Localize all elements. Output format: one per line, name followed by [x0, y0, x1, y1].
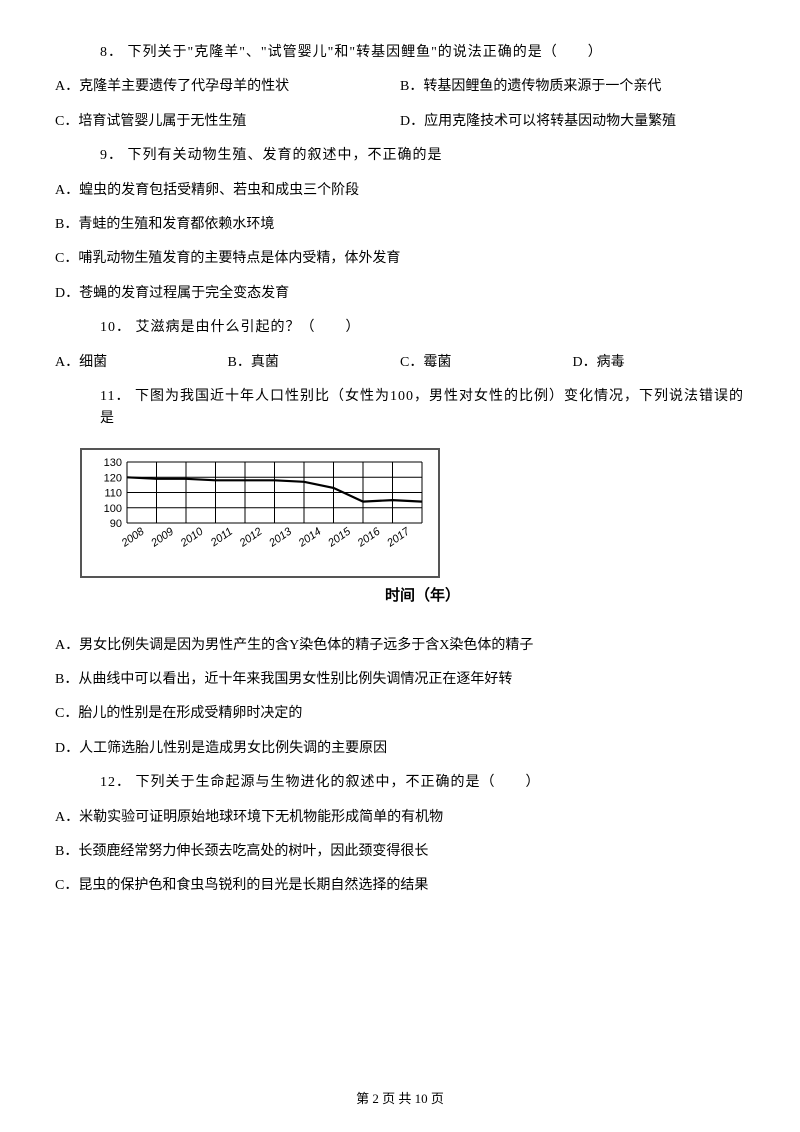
- svg-text:2012: 2012: [237, 525, 265, 549]
- q9-num: 9．: [100, 148, 123, 163]
- q8-row1: A．克隆羊主要遗传了代孕母羊的性状 B．转基因鲤鱼的遗传物质来源于一个亲代: [55, 76, 745, 98]
- q9-opt-d: D．苍蝇的发育过程属于完全变态发育: [55, 283, 745, 305]
- q10-opt-c: C．霉菌: [400, 352, 573, 374]
- q9-stem: 下列有关动物生殖、发育的叙述中，不正确的是: [128, 148, 443, 163]
- q9-opt-a: A．蝗虫的发育包括受精卵、若虫和成虫三个阶段: [55, 180, 745, 202]
- q11-num: 11．: [100, 389, 130, 404]
- q10-text: 10． 艾滋病是由什么引起的？（ ）: [55, 317, 745, 339]
- q11-opt-a: A．男女比例失调是因为男性产生的含Y染色体的精子远多于含X染色体的精子: [55, 635, 745, 657]
- q8-opt-b: B．转基因鲤鱼的遗传物质来源于一个亲代: [400, 76, 745, 98]
- svg-text:2016: 2016: [355, 525, 383, 550]
- q9-text: 9． 下列有关动物生殖、发育的叙述中，不正确的是: [55, 145, 745, 167]
- q8-text: 8． 下列关于"克隆羊"、"试管婴儿"和"转基因鲤鱼"的说法正确的是（ ）: [55, 42, 745, 64]
- q10-opt-b: B．真菌: [228, 352, 401, 374]
- q11-stem: 下图为我国近十年人口性别比（女性为100，男性对女性的比例）变化情况，下列说法错…: [100, 389, 744, 426]
- q10-row: A．细菌 B．真菌 C．霉菌 D．病毒: [55, 352, 745, 374]
- svg-text:120: 120: [104, 472, 122, 484]
- q11-opt-c: C．胎儿的性别是在形成受精卵时决定的: [55, 703, 745, 725]
- svg-text:2011: 2011: [208, 525, 235, 549]
- q8-opt-a: A．克隆羊主要遗传了代孕母羊的性状: [55, 76, 400, 98]
- svg-text:2013: 2013: [266, 525, 294, 550]
- q11-chart-caption: 时间（年）: [80, 584, 460, 608]
- q11-text: 11． 下图为我国近十年人口性别比（女性为100，男性对女性的比例）变化情况，下…: [55, 386, 745, 431]
- q8-opt-c: C．培育试管婴儿属于无性生殖: [55, 111, 400, 133]
- svg-text:130: 130: [104, 458, 122, 469]
- svg-text:2014: 2014: [296, 525, 324, 549]
- q8-num: 8．: [100, 45, 123, 60]
- q8-row2: C．培育试管婴儿属于无性生殖 D．应用克隆技术可以将转基因动物大量繁殖: [55, 111, 745, 133]
- page-footer: 第 2 页 共 10 页: [0, 1089, 800, 1110]
- q9-opt-c: C．哺乳动物生殖发育的主要特点是体内受精，体外发育: [55, 248, 745, 270]
- q10-stem: 艾滋病是由什么引起的？（ ）: [136, 320, 361, 335]
- q11-chart-container: 1301201101009020082009201020112012201320…: [75, 443, 475, 623]
- svg-text:2008: 2008: [119, 525, 147, 550]
- svg-text:110: 110: [104, 487, 122, 499]
- svg-text:90: 90: [110, 518, 122, 530]
- q12-opt-a: A．米勒实验可证明原始地球环境下无机物能形成简单的有机物: [55, 807, 745, 829]
- q12-stem: 下列关于生命起源与生物进化的叙述中，不正确的是（ ）: [136, 775, 541, 790]
- q9-opt-b: B．青蛙的生殖和发育都依赖水环境: [55, 214, 745, 236]
- q10-opt-d: D．病毒: [573, 352, 746, 374]
- q12-text: 12． 下列关于生命起源与生物进化的叙述中，不正确的是（ ）: [55, 772, 745, 794]
- svg-text:2015: 2015: [325, 525, 353, 550]
- svg-text:100: 100: [104, 502, 122, 514]
- q12-num: 12．: [100, 775, 131, 790]
- svg-text:2017: 2017: [384, 525, 412, 550]
- svg-text:2010: 2010: [178, 525, 206, 550]
- q11-chart-box: 1301201101009020082009201020112012201320…: [80, 448, 440, 578]
- q11-opt-b: B．从曲线中可以看出，近十年来我国男女性别比例失调情况正在逐年好转: [55, 669, 745, 691]
- q12-opt-b: B．长颈鹿经常努力伸长颈去吃高处的树叶，因此颈变得很长: [55, 841, 745, 863]
- svg-text:2009: 2009: [148, 525, 176, 549]
- q10-num: 10．: [100, 320, 131, 335]
- q10-opt-a: A．细菌: [55, 352, 228, 374]
- q12-opt-c: C．昆虫的保护色和食虫鸟锐利的目光是长期自然选择的结果: [55, 875, 745, 897]
- q11-chart-svg: 1301201101009020082009201020112012201320…: [92, 458, 432, 573]
- q11-opt-d: D．人工筛选胎儿性别是造成男女比例失调的主要原因: [55, 738, 745, 760]
- q8-stem: 下列关于"克隆羊"、"试管婴儿"和"转基因鲤鱼"的说法正确的是（ ）: [128, 45, 603, 60]
- q8-opt-d: D．应用克隆技术可以将转基因动物大量繁殖: [400, 111, 745, 133]
